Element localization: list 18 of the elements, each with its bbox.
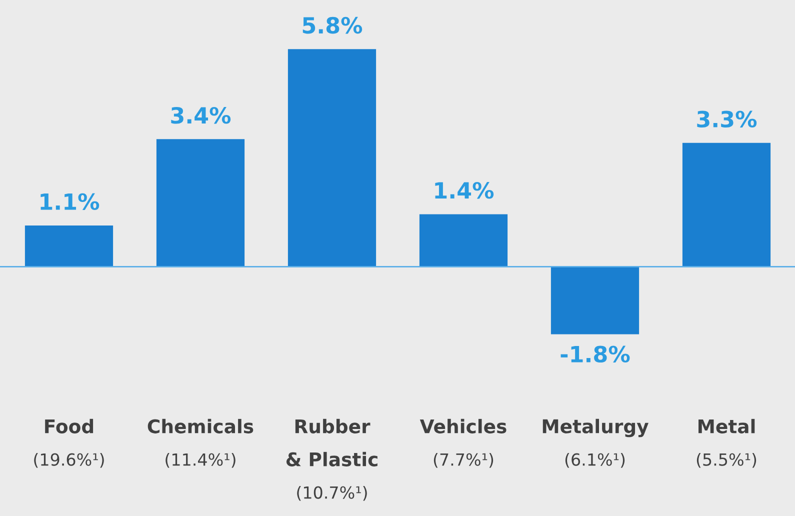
x-tick-label: Metal (5.5%¹) — [696, 418, 756, 468]
data-label: 3.3% — [697, 110, 757, 128]
data-label: 5.8% — [302, 16, 362, 34]
x-tick-label: Metalurgy (6.1%¹) — [542, 418, 648, 468]
data-label: -1.8% — [560, 346, 630, 363]
bar — [419, 214, 508, 267]
data-label: 3.4% — [171, 106, 231, 124]
x-tick-label: Rubber & Plastic (10.7%¹) — [286, 418, 378, 501]
bar — [682, 142, 771, 267]
bar — [156, 139, 245, 267]
x-tick-label: Vehicles (7.7%¹) — [420, 418, 506, 468]
bar — [288, 49, 376, 267]
x-tick-label: Chemicals (11.4%¹) — [148, 418, 254, 468]
x-tick-label: Food (19.6%¹) — [34, 418, 104, 468]
data-label: 1.1% — [40, 193, 100, 210]
bar — [24, 225, 114, 267]
bar — [550, 266, 640, 334]
data-label: 1.4% — [435, 182, 494, 199]
